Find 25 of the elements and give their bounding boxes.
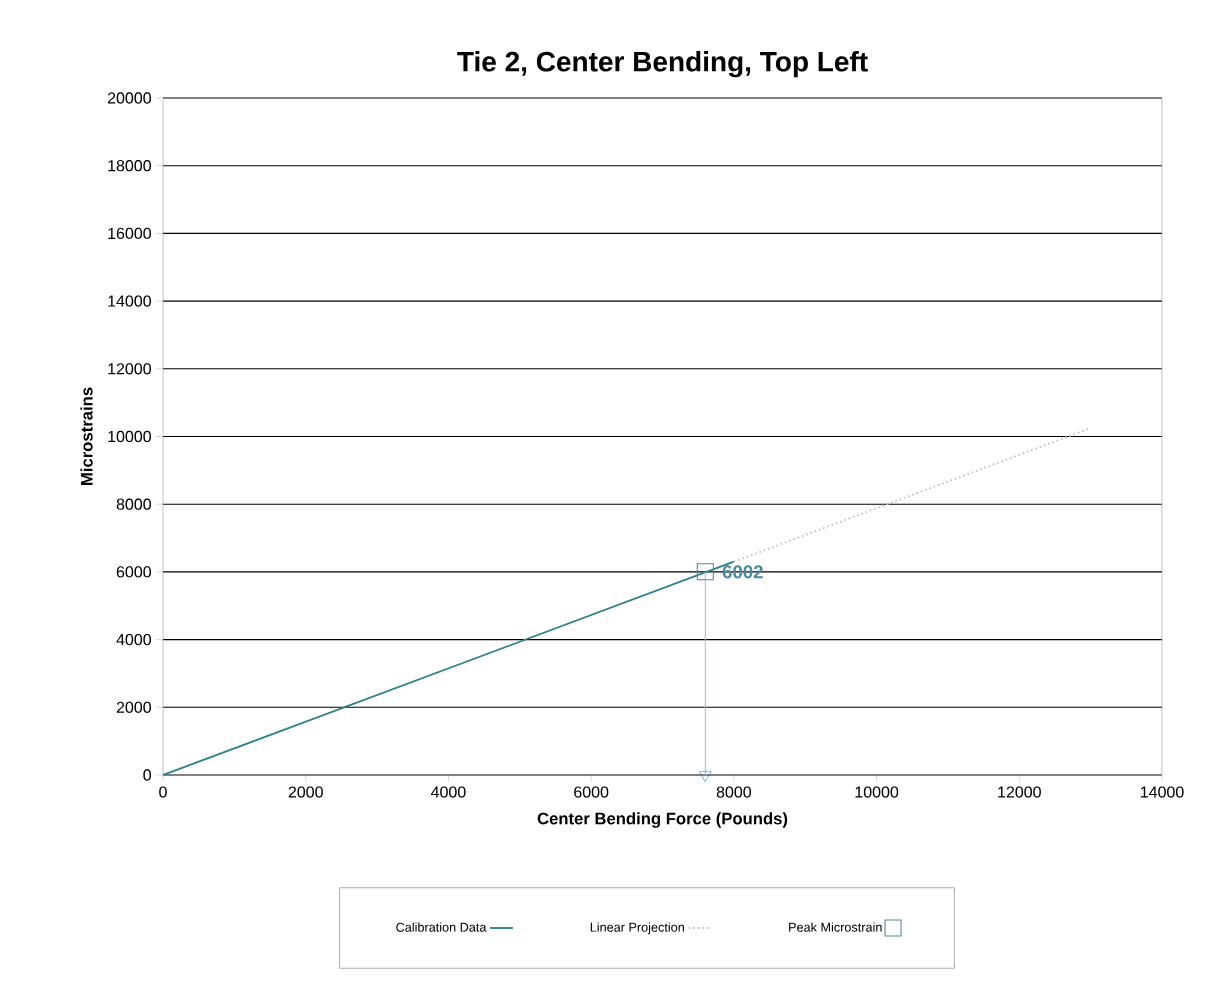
legend-label: Calibration Data [396, 922, 487, 932]
y-tick-label: 16000 [108, 227, 151, 240]
chart-title: Tie 2, Center Bending, Top Left [457, 51, 868, 78]
legend-label: Peak Microstrain [789, 922, 882, 932]
legend-label: Linear Projection [590, 922, 684, 935]
x-tick-label: 2000 [288, 786, 323, 798]
x-tick-label: 14000 [1140, 786, 1184, 798]
y-tick-label: 6000 [116, 566, 151, 578]
y-axis-title: Microstrains [80, 387, 93, 485]
y-tick-label: 10000 [108, 430, 151, 443]
y-tick-label: 8000 [116, 498, 151, 510]
x-tick-label: 8000 [716, 786, 752, 798]
y-tick-label: 18000 [108, 160, 151, 172]
x-axis-title: Center Bending Force (Pounds) [537, 812, 788, 828]
x-tick-label: 10000 [855, 786, 899, 798]
x-tick-label: 12000 [998, 786, 1041, 798]
y-tick-label: 14000 [108, 295, 151, 307]
y-tick-label: 4000 [116, 633, 151, 646]
y-tick-label: 2000 [116, 701, 151, 713]
y-tick-label: 12000 [108, 363, 151, 375]
y-tick-label: 20000 [107, 92, 151, 104]
y-tick-label: 0 [143, 769, 152, 781]
x-tick-label: 6000 [574, 786, 609, 798]
x-tick-label: 0 [159, 786, 167, 798]
x-tick-label: 4000 [431, 786, 466, 798]
